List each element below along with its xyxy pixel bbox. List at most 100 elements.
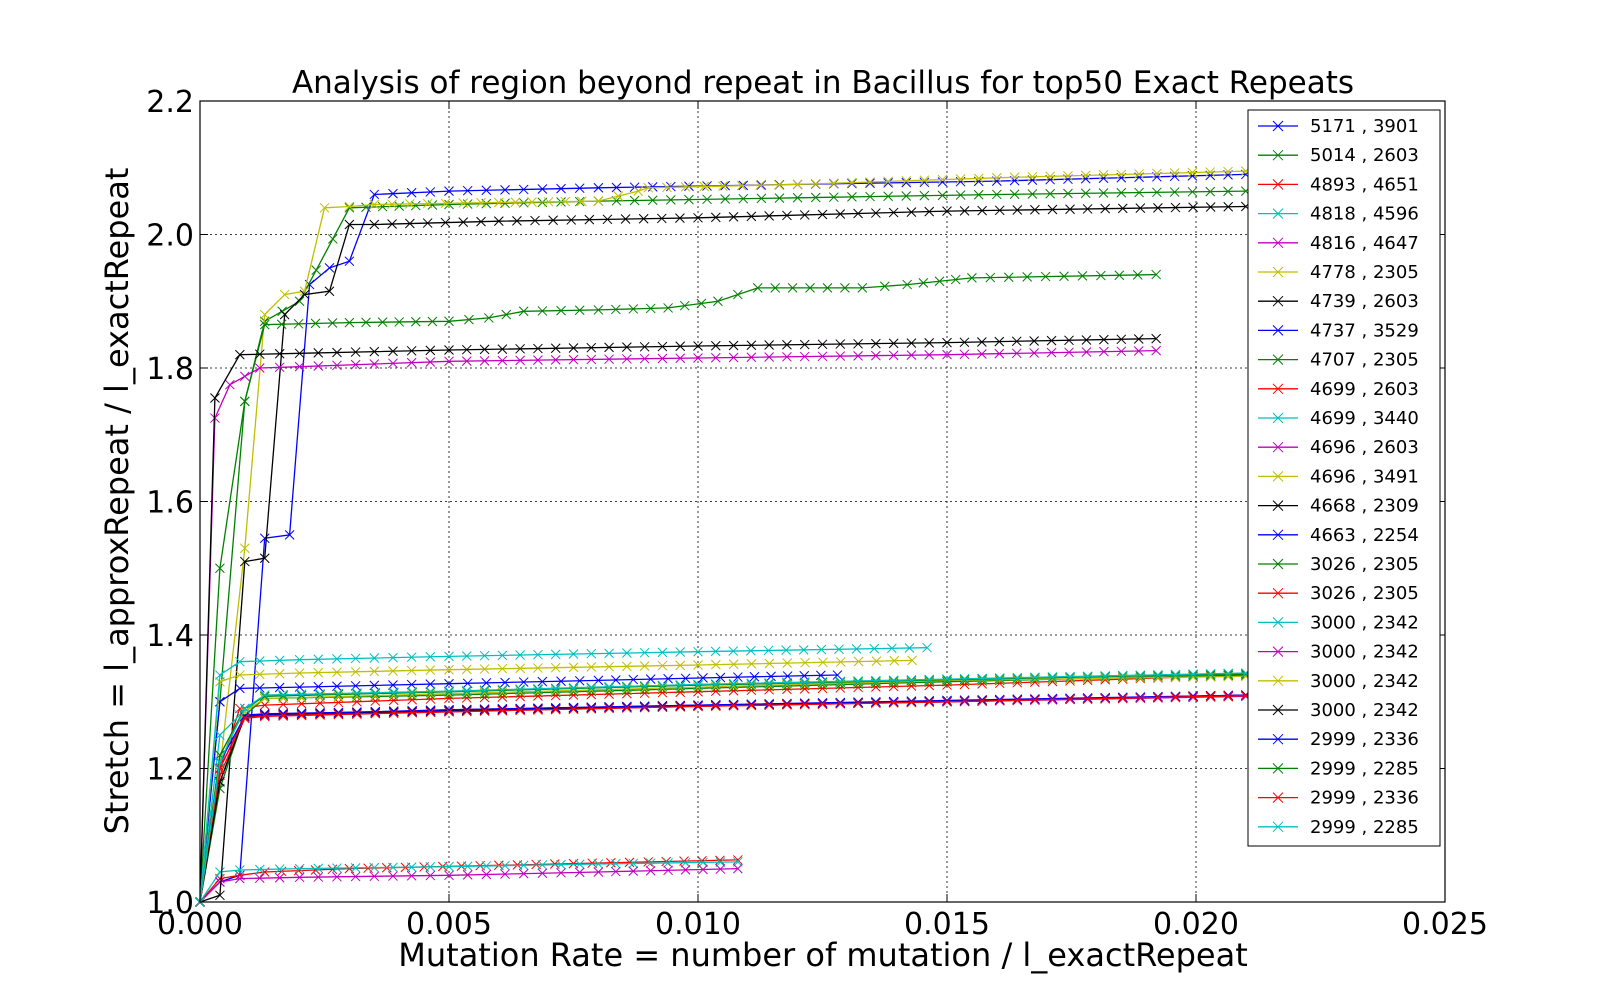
data-point xyxy=(444,651,454,662)
data-point xyxy=(1064,335,1074,346)
data-point xyxy=(239,371,250,382)
data-point xyxy=(518,184,529,195)
data-point xyxy=(1188,202,1198,213)
series-group xyxy=(195,166,1251,907)
data-point xyxy=(1272,792,1284,803)
data-point xyxy=(406,357,417,368)
data-point xyxy=(1099,334,1109,345)
data-point xyxy=(942,696,952,707)
data-point xyxy=(425,862,436,872)
data-point xyxy=(593,305,604,315)
data-point xyxy=(1272,558,1284,570)
data-point xyxy=(985,272,996,283)
y-tick-label: 1.2 xyxy=(146,753,194,788)
data-point xyxy=(1117,693,1128,704)
data-point xyxy=(1272,500,1284,511)
data-point xyxy=(515,663,525,674)
data-point xyxy=(497,705,508,716)
data-point xyxy=(713,296,723,307)
data-point xyxy=(817,209,828,220)
y-tick-label: 2.0 xyxy=(146,219,194,254)
data-point xyxy=(835,697,846,708)
data-point xyxy=(533,703,543,713)
data-point xyxy=(959,696,970,707)
legend-label: 4699 , 3440 xyxy=(1310,408,1419,429)
data-point xyxy=(533,355,543,365)
data-point xyxy=(574,867,585,878)
data-point xyxy=(710,646,721,657)
data-point xyxy=(728,340,739,351)
data-point xyxy=(479,344,490,355)
data-point xyxy=(1082,693,1093,703)
data-point xyxy=(693,341,703,351)
data-point xyxy=(918,278,929,288)
data-point xyxy=(736,180,747,191)
series-layer xyxy=(195,166,1251,907)
data-point xyxy=(574,183,585,194)
data-point xyxy=(239,703,250,714)
data-point xyxy=(461,685,472,696)
data-point xyxy=(425,187,436,197)
data-point xyxy=(215,877,225,887)
data-point xyxy=(643,182,654,193)
data-point xyxy=(1065,671,1075,682)
data-point xyxy=(955,190,966,200)
data-point xyxy=(254,873,265,884)
data-point xyxy=(888,676,899,687)
data-point xyxy=(461,664,472,675)
data-point xyxy=(1272,471,1284,482)
data-point xyxy=(350,347,361,357)
data-point xyxy=(1100,203,1111,214)
data-point xyxy=(977,205,988,216)
data-point xyxy=(274,655,285,666)
data-point xyxy=(977,694,988,705)
data-point xyxy=(1170,691,1181,702)
data-point xyxy=(279,309,290,320)
data-point xyxy=(444,356,454,367)
data-point xyxy=(1223,166,1233,177)
data-point xyxy=(604,648,614,659)
legend-label: 2999 , 2336 xyxy=(1310,788,1419,809)
legend-label: 5171 , 3901 xyxy=(1310,116,1419,137)
data-point xyxy=(901,175,912,186)
data-point xyxy=(394,201,405,211)
data-point xyxy=(610,304,621,315)
data-point xyxy=(294,348,305,359)
data-point xyxy=(405,218,415,229)
data-point xyxy=(1272,149,1284,161)
x-tick-label: 0.020 xyxy=(1153,907,1239,942)
data-point xyxy=(764,680,774,691)
data-point xyxy=(710,212,721,223)
data-point xyxy=(698,864,708,875)
data-point xyxy=(568,354,579,365)
data-point xyxy=(679,300,690,311)
data-point xyxy=(657,680,668,691)
data-point xyxy=(425,870,436,881)
data-point xyxy=(902,279,913,290)
data-point xyxy=(622,701,632,712)
data-point xyxy=(879,281,890,292)
data-point xyxy=(888,697,899,708)
data-point xyxy=(369,666,380,677)
data-point xyxy=(1272,325,1284,336)
data-point xyxy=(764,678,774,688)
data-point xyxy=(476,216,486,227)
data-point xyxy=(481,185,492,196)
data-point xyxy=(817,351,828,362)
legend-label: 2999 , 2285 xyxy=(1310,817,1419,838)
data-point xyxy=(764,698,774,709)
data-point xyxy=(1011,348,1022,359)
data-point xyxy=(1152,168,1162,179)
data-point xyxy=(574,859,585,870)
data-point xyxy=(1064,347,1074,358)
data-point xyxy=(924,206,935,217)
data-point xyxy=(315,689,325,699)
data-point xyxy=(799,210,810,220)
data-point xyxy=(942,349,952,360)
data-point xyxy=(1117,670,1128,681)
data-point xyxy=(1135,203,1146,213)
data-point xyxy=(254,669,265,680)
data-point xyxy=(1188,669,1198,679)
data-point xyxy=(481,678,492,688)
data-point xyxy=(425,679,436,689)
